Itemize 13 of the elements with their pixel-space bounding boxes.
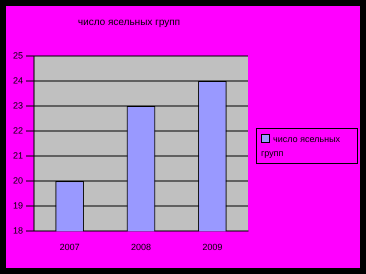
x-tick-label: 2008 bbox=[130, 242, 152, 252]
x-tick-label: 2009 bbox=[202, 242, 222, 252]
y-tick-label: 21 bbox=[12, 150, 24, 161]
chart-title: число ясельных групп bbox=[78, 16, 180, 28]
y-tick-label: 24 bbox=[12, 76, 24, 86]
y-tick-label: 19 bbox=[12, 200, 24, 211]
y-tick-label: 23 bbox=[12, 100, 24, 111]
x-tick-label: 2007 bbox=[60, 242, 80, 252]
y-tick-label: 20 bbox=[12, 176, 24, 186]
y-tick-label: 22 bbox=[12, 126, 24, 136]
y-tick-label: 25 bbox=[12, 50, 24, 60]
legend-label: число ясельных групп bbox=[261, 133, 342, 160]
y-tick-label: 18 bbox=[12, 226, 24, 236]
